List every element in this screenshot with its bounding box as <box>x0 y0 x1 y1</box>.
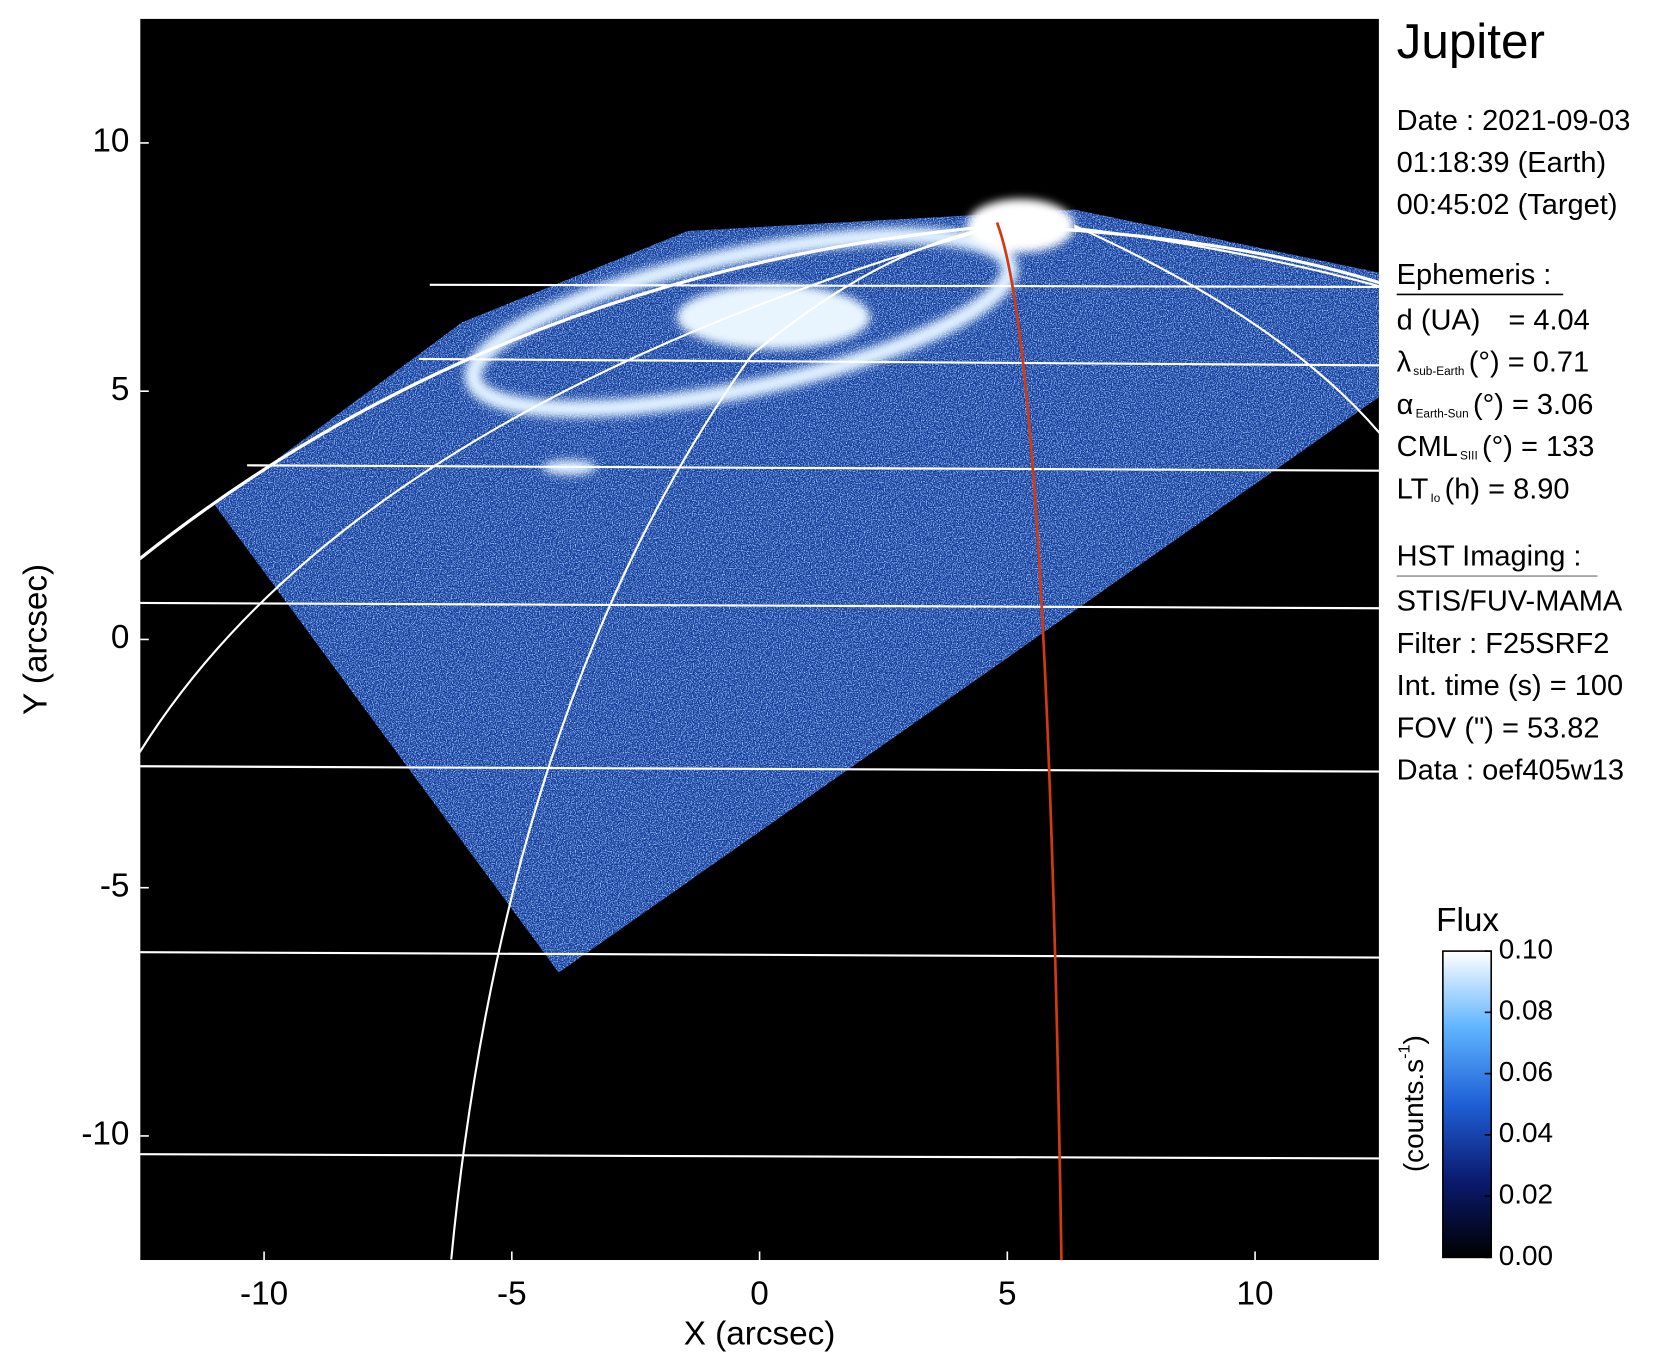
ephemeris-item: CML SIII (°) = 133 <box>1397 431 1595 463</box>
ephemeris-subscript: Earth-Sun <box>1416 407 1469 421</box>
footprint-line <box>995 221 1063 1261</box>
ephemeris-item: λ sub-Earth (°) = 0.71 <box>1397 346 1589 378</box>
ephemeris-value: (°) = 3.06 <box>1473 388 1593 420</box>
colorbar-label-main: (counts.s <box>1398 1059 1429 1172</box>
colorbar-tick-label: 0.06 <box>1499 1056 1553 1087</box>
date-line: 00:45:02 (Target) <box>1397 189 1618 221</box>
ephemeris-symbol: λ <box>1397 346 1412 378</box>
ephemeris-symbol: d (UA) <box>1397 304 1481 336</box>
date-line: Date : 2021-09-03 <box>1397 105 1631 137</box>
colorbar-title: Flux <box>1436 902 1499 939</box>
x-tick-label: -10 <box>240 1275 288 1312</box>
hst-line: STIS/FUV-MAMA <box>1397 586 1623 618</box>
y-tick-label: 0 <box>111 619 130 656</box>
ephemeris-symbol: α <box>1397 388 1414 420</box>
ephemeris-symbol: CML <box>1397 431 1458 463</box>
date-line: 01:18:39 (Earth) <box>1397 147 1607 179</box>
x-tick-label: 5 <box>998 1275 1017 1312</box>
ephemeris-item: α Earth-Sun (°) = 3.06 <box>1397 388 1594 420</box>
ephemeris-value: (°) = 133 <box>1482 431 1594 463</box>
ephemeris-item: d (UA) = 4.04 <box>1397 304 1590 336</box>
colorbar-label-end: ) <box>1398 1035 1429 1044</box>
y-tick-label: 5 <box>111 371 130 408</box>
y-axis-label: Y (arcsec) <box>17 564 54 715</box>
x-tick-label: -5 <box>497 1275 527 1312</box>
colorbar-label: (counts.s-1) <box>1396 1035 1430 1172</box>
ephemeris-heading: Ephemeris : <box>1397 259 1552 291</box>
colorbar-tick-label: 0.04 <box>1499 1117 1553 1148</box>
info-panel: Date : 2021-09-03 01:18:39 (Earth) 00:45:0… <box>1397 105 1631 786</box>
colorbar-tick-label: 0.00 <box>1499 1240 1553 1271</box>
ephemeris-subscript: Io <box>1431 491 1441 505</box>
hst-heading: HST Imaging : <box>1397 540 1582 572</box>
ephemeris-value: (°) = 0.71 <box>1469 346 1589 378</box>
colorbar-tick-label: 0.08 <box>1499 995 1553 1026</box>
y-tick-label: 10 <box>92 123 129 160</box>
ephemeris-value: = 4.04 <box>1508 304 1589 336</box>
y-tick-label: -5 <box>100 867 130 904</box>
y-tick-label: -10 <box>81 1116 129 1153</box>
x-tick-label: 10 <box>1237 1275 1274 1312</box>
colorbar <box>1442 950 1493 1259</box>
hst-line: FOV (") = 53.82 <box>1397 712 1600 744</box>
ephemeris-subscript: SIII <box>1460 449 1478 463</box>
colorbar-label-sup: -1 <box>1396 1045 1414 1059</box>
ephemeris-value: (h) = 8.90 <box>1445 473 1570 505</box>
colorbar-tick-label: 0.02 <box>1499 1178 1553 1209</box>
hst-line: Int. time (s) = 100 <box>1397 670 1623 702</box>
ephemeris-item: LT Io (h) = 8.90 <box>1397 473 1570 505</box>
ephemeris-symbol: LT <box>1397 473 1429 505</box>
hst-line: Filter : F25SRF2 <box>1397 628 1610 660</box>
x-tick-label: 0 <box>750 1275 769 1312</box>
x-axis-label: X (arcsec) <box>684 1316 836 1353</box>
colorbar-tick-label: 0.10 <box>1499 933 1553 964</box>
planet-title: Jupiter <box>1397 14 1545 69</box>
image-panel <box>140 18 1379 1261</box>
ephemeris-subscript: sub-Earth <box>1413 364 1464 378</box>
hst-line: Data : oef405w13 <box>1397 754 1624 786</box>
planet-grid <box>140 224 1379 1260</box>
